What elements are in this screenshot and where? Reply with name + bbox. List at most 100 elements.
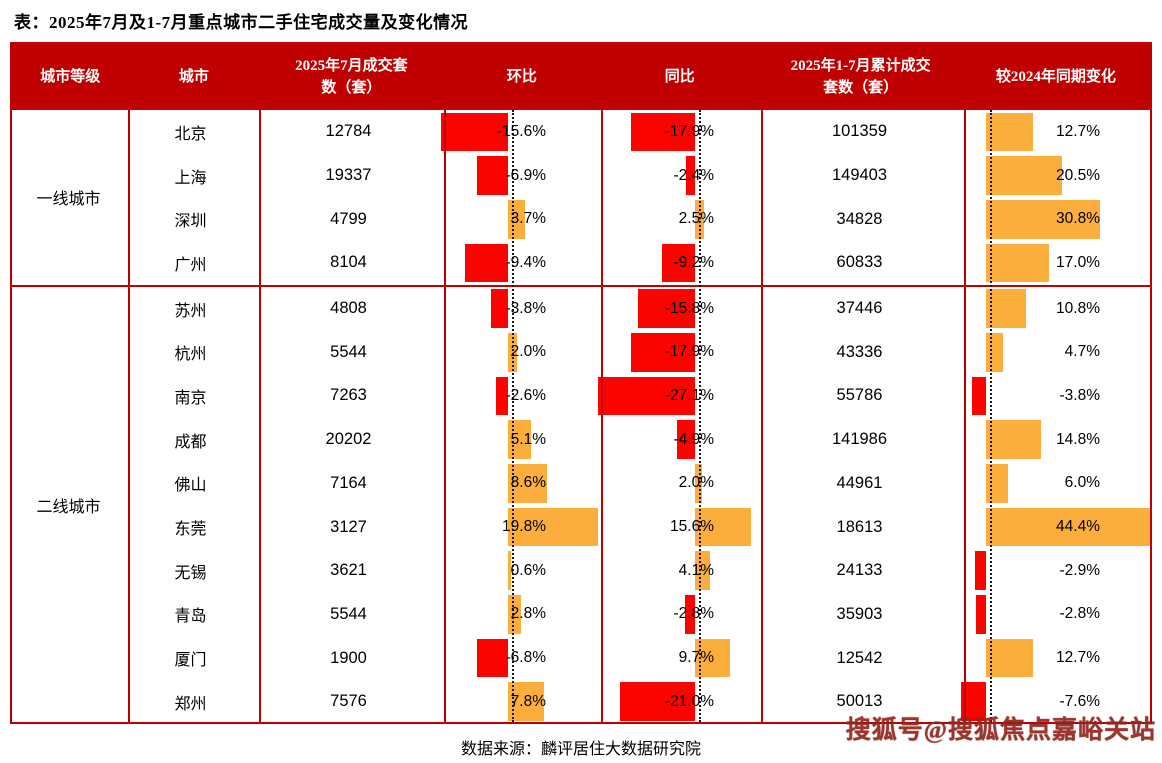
yoy-bar-cell: -21.0% [598, 680, 758, 724]
mom-label: -9.4% [505, 253, 547, 271]
ytd-change-bar-cell: -2.8% [961, 593, 1150, 637]
mom-bar [490, 289, 508, 328]
mom-bar-cell: -6.9% [441, 154, 598, 198]
ytd-change-bar-cell: 44.4% [961, 505, 1150, 549]
yoy-bar [684, 595, 695, 634]
mom-bar [476, 156, 508, 195]
ytd-change-bar-cell: 12.7% [961, 636, 1150, 680]
july-sales-cell: 5544 [330, 604, 367, 623]
mom-bar [508, 551, 511, 591]
col-header-ytd-change: 较2024年同期变化 [995, 68, 1116, 85]
ytd-change-label: 44.4% [1056, 518, 1100, 536]
city-cell: 南京 [174, 389, 207, 407]
yoy-bar-cell: -2.8% [598, 593, 758, 637]
mom-label: -6.9% [505, 166, 547, 184]
tier-rows: 苏州 4808 -3.8% -15.8% 37446 10.8% 杭州 5544 2.0% -17… [125, 287, 1150, 724]
mom-bar [508, 507, 598, 547]
tier-cell: 一线城市 [36, 191, 101, 209]
mom-bar [465, 243, 509, 283]
city-cell: 苏州 [174, 302, 207, 320]
mom-label: 5.1% [510, 430, 546, 448]
mom-label: 3.7% [510, 210, 546, 228]
yoy-bar-cell: -17.9% [598, 110, 758, 154]
yoy-bar-cell: 2.5% [598, 197, 758, 241]
city-cell: 无锡 [174, 564, 207, 582]
yoy-bar [695, 551, 710, 591]
ytd-change-bar [986, 638, 1033, 678]
tier-rows: 北京 12784 -15.6% -17.9% 101359 12.7% 上海 19337 -6.… [125, 110, 1150, 285]
yoy-bar [630, 112, 695, 152]
table-body: 一线城市 北京 12784 -15.6% -17.9% 101359 12.7% 上海 1933… [12, 110, 1150, 722]
yoy-label: -15.8% [664, 299, 714, 317]
yoy-bar-cell: -9.2% [598, 241, 758, 285]
yoy-bar [598, 376, 695, 416]
table-row: 青岛 5544 2.8% -2.8% 35903 -2.8% [125, 593, 1150, 637]
mom-bar-cell: -6.8% [441, 636, 598, 680]
table-row: 深圳 4799 3.7% 2.5% 34828 30.8% [125, 197, 1150, 241]
table-row: 郑州 7576 7.8% -21.0% 50013 -7.6% [125, 680, 1150, 724]
mom-bar-cell: 0.6% [441, 549, 598, 593]
ytd-change-bar-cell: 12.7% [961, 110, 1150, 154]
cumulative-sales-cell: 55786 [836, 386, 883, 405]
ytd-change-label: -3.8% [1059, 386, 1101, 404]
city-cell: 郑州 [174, 695, 207, 713]
ytd-change-label: 20.5% [1056, 166, 1100, 184]
cumulative-sales-cell: 43336 [836, 342, 883, 361]
yoy-label: -17.9% [664, 122, 714, 140]
cumulative-sales-cell: 18613 [836, 517, 883, 536]
yoy-label: -2.8% [673, 605, 715, 623]
yoy-label: -21.0% [664, 692, 714, 710]
mom-bar-cell: -9.4% [441, 241, 598, 285]
mom-bar-cell: 2.0% [441, 330, 598, 374]
ytd-change-bar [986, 420, 1041, 459]
city-cell: 杭州 [174, 346, 207, 364]
mom-bar-cell: 7.8% [441, 680, 598, 724]
yoy-bar [695, 507, 751, 547]
july-sales-cell: 7164 [330, 473, 367, 492]
column-grid-line [259, 110, 261, 722]
city-cell: 上海 [174, 169, 207, 187]
tier-group: 二线城市 苏州 4808 -3.8% -15.8% 37446 10.8% 杭州 5544 2.0… [12, 284, 1150, 724]
ytd-change-label: 4.7% [1064, 343, 1100, 361]
ytd-change-label: -2.9% [1059, 561, 1101, 579]
cumulative-sales-cell: 37446 [836, 299, 883, 318]
col-header-city-tier: 城市等级 [40, 68, 101, 85]
mom-bar [508, 595, 521, 634]
ytd-change-bar-cell: 10.8% [961, 287, 1150, 331]
col-header-july-sales: 2025年7月成交套数（套） [295, 57, 408, 97]
ytd-change-label: 12.7% [1056, 122, 1100, 140]
cumulative-sales-cell: 24133 [836, 561, 883, 580]
ytd-change-bar [986, 289, 1026, 328]
column-grid-line [128, 110, 130, 722]
yoy-bar-cell: -17.9% [598, 330, 758, 374]
table-row: 苏州 4808 -3.8% -15.8% 37446 10.8% [125, 287, 1150, 331]
ytd-change-label: -2.8% [1059, 605, 1101, 623]
ytd-change-label: -7.6% [1059, 692, 1101, 710]
city-cell: 深圳 [174, 213, 207, 231]
ytd-change-bar [971, 376, 986, 416]
ytd-change-bar-cell: 17.0% [961, 241, 1150, 285]
cumulative-sales-cell: 12542 [836, 648, 883, 667]
table-header-row: 城市等级 城市 2025年7月成交套数（套） 环比 同比 2025年1-7月累计… [12, 44, 1150, 110]
zero-baseline [699, 110, 701, 722]
ytd-change-bar-cell: -2.9% [961, 549, 1150, 593]
ytd-change-label: 17.0% [1056, 253, 1100, 271]
cumulative-sales-cell: 101359 [831, 122, 888, 141]
table-row: 上海 19337 -6.9% -2.4% 149403 20.5% [125, 154, 1150, 198]
zero-baseline [990, 110, 992, 722]
city-cell: 佛山 [174, 477, 207, 495]
city-cell: 青岛 [174, 608, 207, 626]
table-row: 北京 12784 -15.6% -17.9% 101359 12.7% [125, 110, 1150, 154]
yoy-bar [677, 420, 695, 459]
mom-bar [441, 112, 508, 152]
mom-label: -3.8% [505, 299, 547, 317]
july-sales-cell: 4808 [330, 299, 367, 318]
ytd-change-label: 30.8% [1056, 210, 1100, 228]
table-row: 佛山 7164 8.6% 2.0% 44961 6.0% [125, 462, 1150, 506]
july-sales-cell: 7576 [330, 692, 367, 711]
ytd-change-label: 14.8% [1056, 430, 1100, 448]
yoy-label: -9.2% [673, 253, 715, 271]
city-cell: 成都 [174, 433, 207, 451]
july-sales-cell: 7263 [330, 386, 367, 405]
